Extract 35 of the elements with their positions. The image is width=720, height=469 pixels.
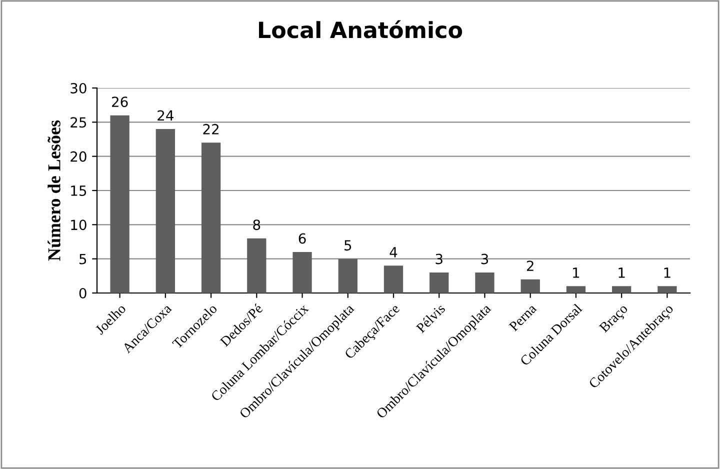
- y-tick-label: 0: [79, 288, 86, 298]
- y-axis-title: Número de Lesões: [48, 120, 60, 261]
- data-label: 1: [664, 268, 670, 278]
- y-tick-label: 10: [71, 220, 86, 230]
- data-label: 24: [158, 110, 174, 121]
- data-label: 6: [298, 233, 306, 244]
- data-label: 8: [253, 220, 260, 230]
- data-label: 22: [203, 124, 218, 134]
- data-label: 5: [344, 240, 352, 251]
- y-tick-label: 15: [71, 186, 86, 196]
- data-label: 1: [618, 268, 625, 278]
- bar: [292, 252, 312, 293]
- chart-title: Local Anatómico: [259, 20, 462, 38]
- bar: [520, 279, 540, 293]
- data-label: 2: [526, 260, 534, 271]
- y-tick-label: 5: [80, 254, 86, 264]
- y-tick-label: 20: [70, 151, 86, 162]
- data-label: 3: [481, 254, 488, 264]
- bar: [475, 272, 494, 293]
- y-tick-label: 30: [70, 82, 86, 94]
- bar: [247, 238, 266, 293]
- bar: [430, 272, 449, 293]
- bar: [156, 129, 175, 293]
- bar: [201, 142, 221, 293]
- bar: [566, 286, 586, 293]
- y-tick-label: 25: [70, 117, 86, 128]
- bar: [658, 286, 677, 293]
- data-label: 26: [112, 96, 128, 108]
- bar: [110, 115, 130, 293]
- bar: [384, 266, 404, 293]
- bar: [338, 258, 358, 293]
- data-label: 1: [573, 268, 580, 278]
- bar: [612, 286, 632, 293]
- data-label: 4: [390, 247, 398, 258]
- data-label: 3: [436, 254, 442, 264]
